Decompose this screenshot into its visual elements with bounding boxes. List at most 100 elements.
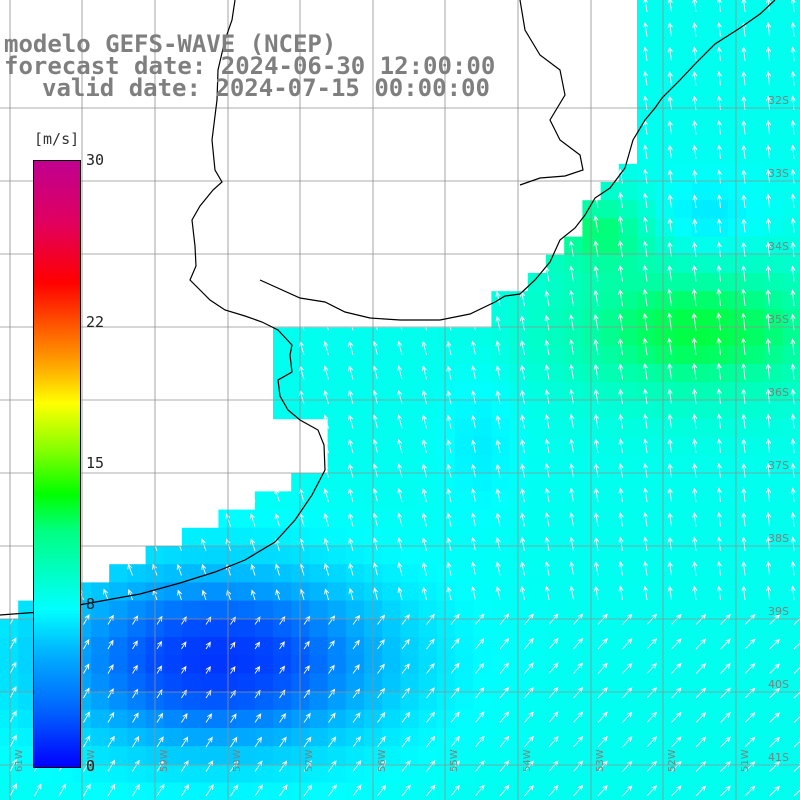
speed-cell xyxy=(764,273,784,292)
wind-arrow xyxy=(544,364,550,380)
wind-arrow xyxy=(499,735,510,748)
wind-arrow xyxy=(519,339,526,356)
speed-cell xyxy=(546,564,565,583)
speed-cell xyxy=(182,764,201,784)
speed-cell xyxy=(582,782,602,800)
wind-arrow xyxy=(642,216,648,233)
speed-cell xyxy=(764,145,784,165)
speed-cell xyxy=(418,382,438,401)
speed-cell xyxy=(709,473,729,492)
speed-cell xyxy=(509,309,529,329)
speed-cell xyxy=(509,618,529,638)
speed-cell xyxy=(291,473,310,492)
speed-cell xyxy=(655,564,674,583)
wind-arrow xyxy=(156,736,164,748)
speed-cell xyxy=(491,491,511,511)
speed-cell xyxy=(564,327,583,347)
wind-arrow xyxy=(765,265,771,282)
speed-cell xyxy=(709,400,729,420)
speed-cell xyxy=(782,200,800,219)
speed-cell xyxy=(418,436,438,456)
speed-cell xyxy=(382,473,401,492)
speed-cell xyxy=(527,782,547,800)
speed-cell xyxy=(600,764,620,784)
speed-cell xyxy=(527,673,547,693)
speed-cell xyxy=(400,582,420,602)
speed-cell xyxy=(0,782,19,800)
speed-cell xyxy=(600,455,620,474)
wind-arrow xyxy=(573,613,584,625)
speed-cell xyxy=(618,637,638,656)
wind-arrow xyxy=(377,663,385,674)
speed-cell xyxy=(691,709,711,729)
speed-cell xyxy=(527,691,547,711)
speed-cell xyxy=(163,728,183,747)
wind-arrow xyxy=(495,389,501,405)
speed-cell xyxy=(564,527,583,547)
wind-arrow xyxy=(741,193,747,209)
wind-arrow xyxy=(643,46,649,62)
speed-cell xyxy=(637,673,656,693)
speed-cell xyxy=(527,364,547,383)
speed-cell xyxy=(746,0,765,19)
wind-arrow xyxy=(9,758,17,772)
speed-cell xyxy=(618,527,638,547)
wind-arrow xyxy=(618,388,624,405)
wind-arrow xyxy=(471,488,477,503)
wind-arrow xyxy=(328,664,335,674)
speed-cell xyxy=(491,546,511,565)
speed-cell xyxy=(291,691,310,711)
speed-cell xyxy=(746,236,765,256)
speed-cell xyxy=(400,600,420,620)
speed-cell xyxy=(691,527,711,547)
wind-arrow xyxy=(643,560,649,576)
speed-cell xyxy=(509,509,529,529)
wind-arrow xyxy=(790,413,796,429)
wind-arrow xyxy=(205,641,211,650)
wind-arrow xyxy=(377,784,387,797)
speed-cell xyxy=(618,345,638,365)
speed-cell xyxy=(764,254,784,274)
speed-cell xyxy=(691,491,711,511)
wind-arrow xyxy=(790,241,796,258)
speed-cell xyxy=(582,691,602,711)
speed-cell xyxy=(491,455,511,474)
speed-cell xyxy=(473,746,492,765)
speed-cell xyxy=(291,564,310,583)
speed-cell xyxy=(436,600,456,620)
wind-arrow xyxy=(765,487,772,503)
wind-arrow xyxy=(642,388,648,405)
speed-cell xyxy=(527,436,547,456)
speed-cell xyxy=(382,509,401,529)
speed-cell xyxy=(582,218,602,238)
speed-cell xyxy=(746,218,765,238)
speed-cell xyxy=(564,637,583,656)
speed-cell xyxy=(782,582,800,602)
speed-cell xyxy=(618,491,638,511)
speed-cell xyxy=(309,764,329,784)
speed-cell xyxy=(728,764,747,784)
speed-cell xyxy=(418,364,438,383)
wind-arrow xyxy=(692,388,698,405)
speed-cell xyxy=(746,637,765,656)
wind-arrow xyxy=(667,217,673,233)
speed-cell xyxy=(582,364,602,383)
wind-arrow xyxy=(181,760,189,772)
speed-cell xyxy=(291,327,310,347)
speed-cell xyxy=(109,637,128,656)
wind-arrow xyxy=(254,713,262,723)
speed-cell xyxy=(527,382,547,401)
speed-cell xyxy=(236,655,256,674)
wind-arrow xyxy=(765,560,772,576)
speed-cell xyxy=(509,546,529,565)
wind-arrow xyxy=(548,637,559,650)
speed-cell xyxy=(618,564,638,583)
wind-arrow xyxy=(597,613,608,625)
speed-cell xyxy=(527,728,547,747)
wind-arrow xyxy=(9,734,17,748)
speed-cell xyxy=(746,582,765,602)
speed-cell xyxy=(527,473,547,492)
latitude-label: 38S xyxy=(768,532,789,545)
speed-cell xyxy=(728,546,747,565)
wind-arrow xyxy=(790,46,796,62)
